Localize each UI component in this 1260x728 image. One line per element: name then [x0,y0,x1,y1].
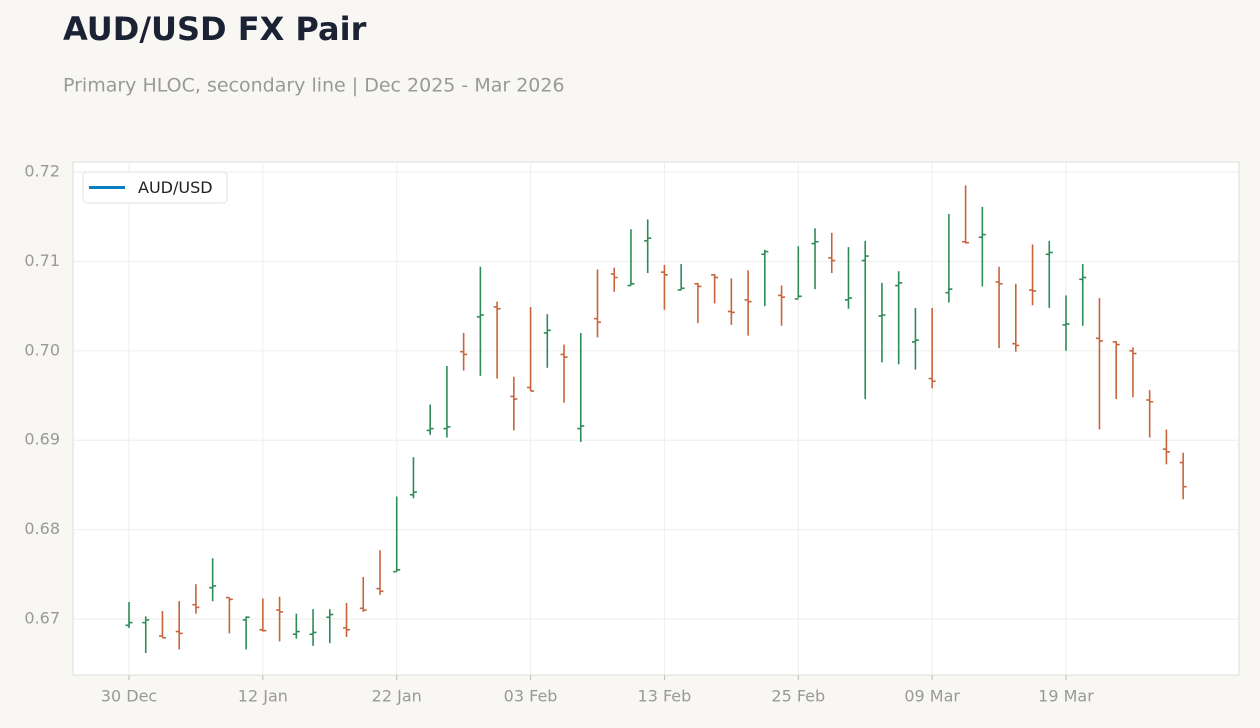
y-tick-label: 0.72 [24,162,60,181]
x-tick-label: 30 Dec [101,687,157,706]
x-tick-label: 12 Jan [238,687,288,706]
y-tick-label: 0.68 [24,519,60,538]
x-tick-label: 09 Mar [904,687,960,706]
legend: AUD/USD [82,171,228,204]
chart-title: AUD/USD FX Pair [63,10,367,48]
y-tick-label: 0.70 [24,340,60,359]
legend-label: AUD/USD [138,178,213,197]
y-tick-label: 0.67 [24,609,60,628]
x-tick-label: 19 Mar [1038,687,1094,706]
x-tick-label: 22 Jan [372,687,422,706]
y-tick-label: 0.71 [24,251,60,270]
grid: 0.67 0.68 0.69 0.70 0.71 0.72 30 Dec 12 Jan 22 J… [24,162,1239,706]
x-tick-label: 03 Feb [504,687,558,706]
x-tick-label: 25 Feb [771,687,825,706]
plot-area [72,161,1240,676]
x-tick-label: 13 Feb [638,687,692,706]
chart-subtitle: Primary HLOC, secondary line | Dec 2025 … [63,75,565,97]
legend-box [82,171,228,204]
y-tick-label: 0.69 [24,430,60,449]
marks [125,185,1187,654]
